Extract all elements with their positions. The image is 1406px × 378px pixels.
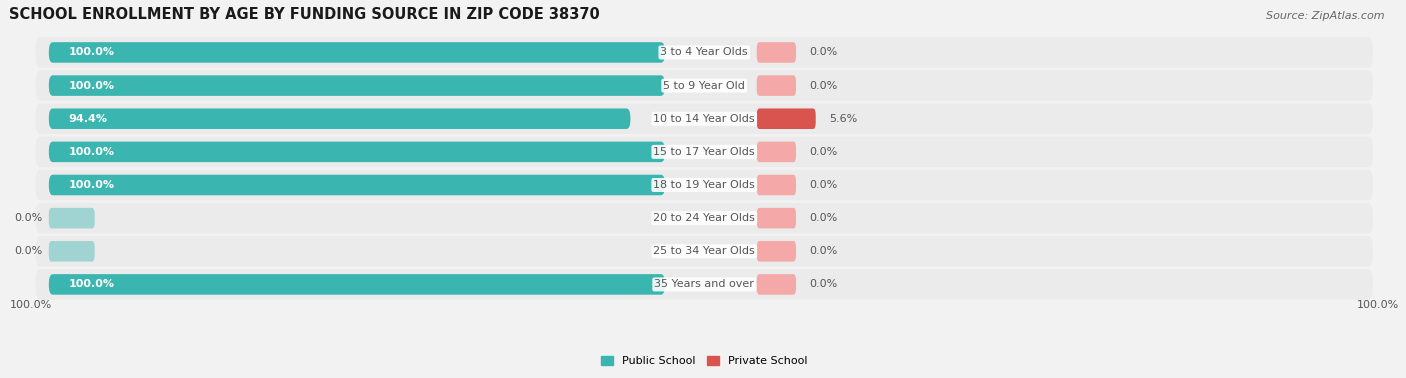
Text: 100.0%: 100.0% (69, 147, 114, 157)
Text: 100.0%: 100.0% (69, 180, 114, 190)
Text: 20 to 24 Year Olds: 20 to 24 Year Olds (654, 213, 755, 223)
Text: SCHOOL ENROLLMENT BY AGE BY FUNDING SOURCE IN ZIP CODE 38370: SCHOOL ENROLLMENT BY AGE BY FUNDING SOUR… (10, 7, 600, 22)
Text: 5.6%: 5.6% (828, 114, 858, 124)
FancyBboxPatch shape (49, 175, 665, 195)
Text: 0.0%: 0.0% (808, 81, 838, 91)
FancyBboxPatch shape (49, 75, 665, 96)
Text: 0.0%: 0.0% (14, 246, 42, 256)
FancyBboxPatch shape (35, 37, 1372, 68)
FancyBboxPatch shape (49, 274, 665, 295)
Text: 15 to 17 Year Olds: 15 to 17 Year Olds (654, 147, 755, 157)
Text: 94.4%: 94.4% (69, 114, 107, 124)
Text: 25 to 34 Year Olds: 25 to 34 Year Olds (654, 246, 755, 256)
FancyBboxPatch shape (49, 208, 94, 228)
FancyBboxPatch shape (756, 175, 796, 195)
FancyBboxPatch shape (49, 42, 665, 63)
Text: Source: ZipAtlas.com: Source: ZipAtlas.com (1267, 11, 1385, 21)
FancyBboxPatch shape (756, 208, 796, 228)
Text: 0.0%: 0.0% (808, 213, 838, 223)
Text: 10 to 14 Year Olds: 10 to 14 Year Olds (654, 114, 755, 124)
FancyBboxPatch shape (35, 170, 1372, 200)
FancyBboxPatch shape (35, 136, 1372, 167)
FancyBboxPatch shape (756, 274, 796, 295)
Text: 3 to 4 Year Olds: 3 to 4 Year Olds (661, 48, 748, 57)
FancyBboxPatch shape (49, 241, 94, 262)
Text: 100.0%: 100.0% (10, 300, 52, 310)
Text: 0.0%: 0.0% (808, 147, 838, 157)
FancyBboxPatch shape (35, 236, 1372, 266)
Text: 5 to 9 Year Old: 5 to 9 Year Old (664, 81, 745, 91)
Text: 100.0%: 100.0% (69, 279, 114, 290)
FancyBboxPatch shape (35, 269, 1372, 300)
FancyBboxPatch shape (756, 42, 796, 63)
Legend: Public School, Private School: Public School, Private School (596, 351, 811, 370)
Text: 100.0%: 100.0% (1357, 300, 1399, 310)
FancyBboxPatch shape (49, 142, 665, 162)
Text: 0.0%: 0.0% (808, 246, 838, 256)
FancyBboxPatch shape (35, 104, 1372, 134)
FancyBboxPatch shape (756, 142, 796, 162)
Text: 18 to 19 Year Olds: 18 to 19 Year Olds (654, 180, 755, 190)
FancyBboxPatch shape (756, 241, 796, 262)
Text: 100.0%: 100.0% (69, 48, 114, 57)
FancyBboxPatch shape (49, 108, 630, 129)
FancyBboxPatch shape (756, 108, 815, 129)
Text: 100.0%: 100.0% (69, 81, 114, 91)
FancyBboxPatch shape (35, 203, 1372, 233)
Text: 0.0%: 0.0% (808, 279, 838, 290)
FancyBboxPatch shape (35, 70, 1372, 101)
Text: 35 Years and over: 35 Years and over (654, 279, 754, 290)
Text: 0.0%: 0.0% (808, 48, 838, 57)
Text: 0.0%: 0.0% (14, 213, 42, 223)
Text: 0.0%: 0.0% (808, 180, 838, 190)
FancyBboxPatch shape (756, 75, 796, 96)
